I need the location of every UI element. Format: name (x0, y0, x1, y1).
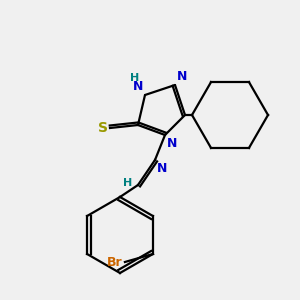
Text: H: H (130, 73, 140, 83)
Text: S: S (98, 121, 108, 135)
Text: H: H (123, 178, 132, 188)
Text: Br: Br (107, 256, 123, 268)
Text: N: N (167, 137, 177, 150)
Text: N: N (157, 162, 167, 175)
Text: N: N (133, 80, 143, 93)
Text: N: N (177, 70, 188, 83)
